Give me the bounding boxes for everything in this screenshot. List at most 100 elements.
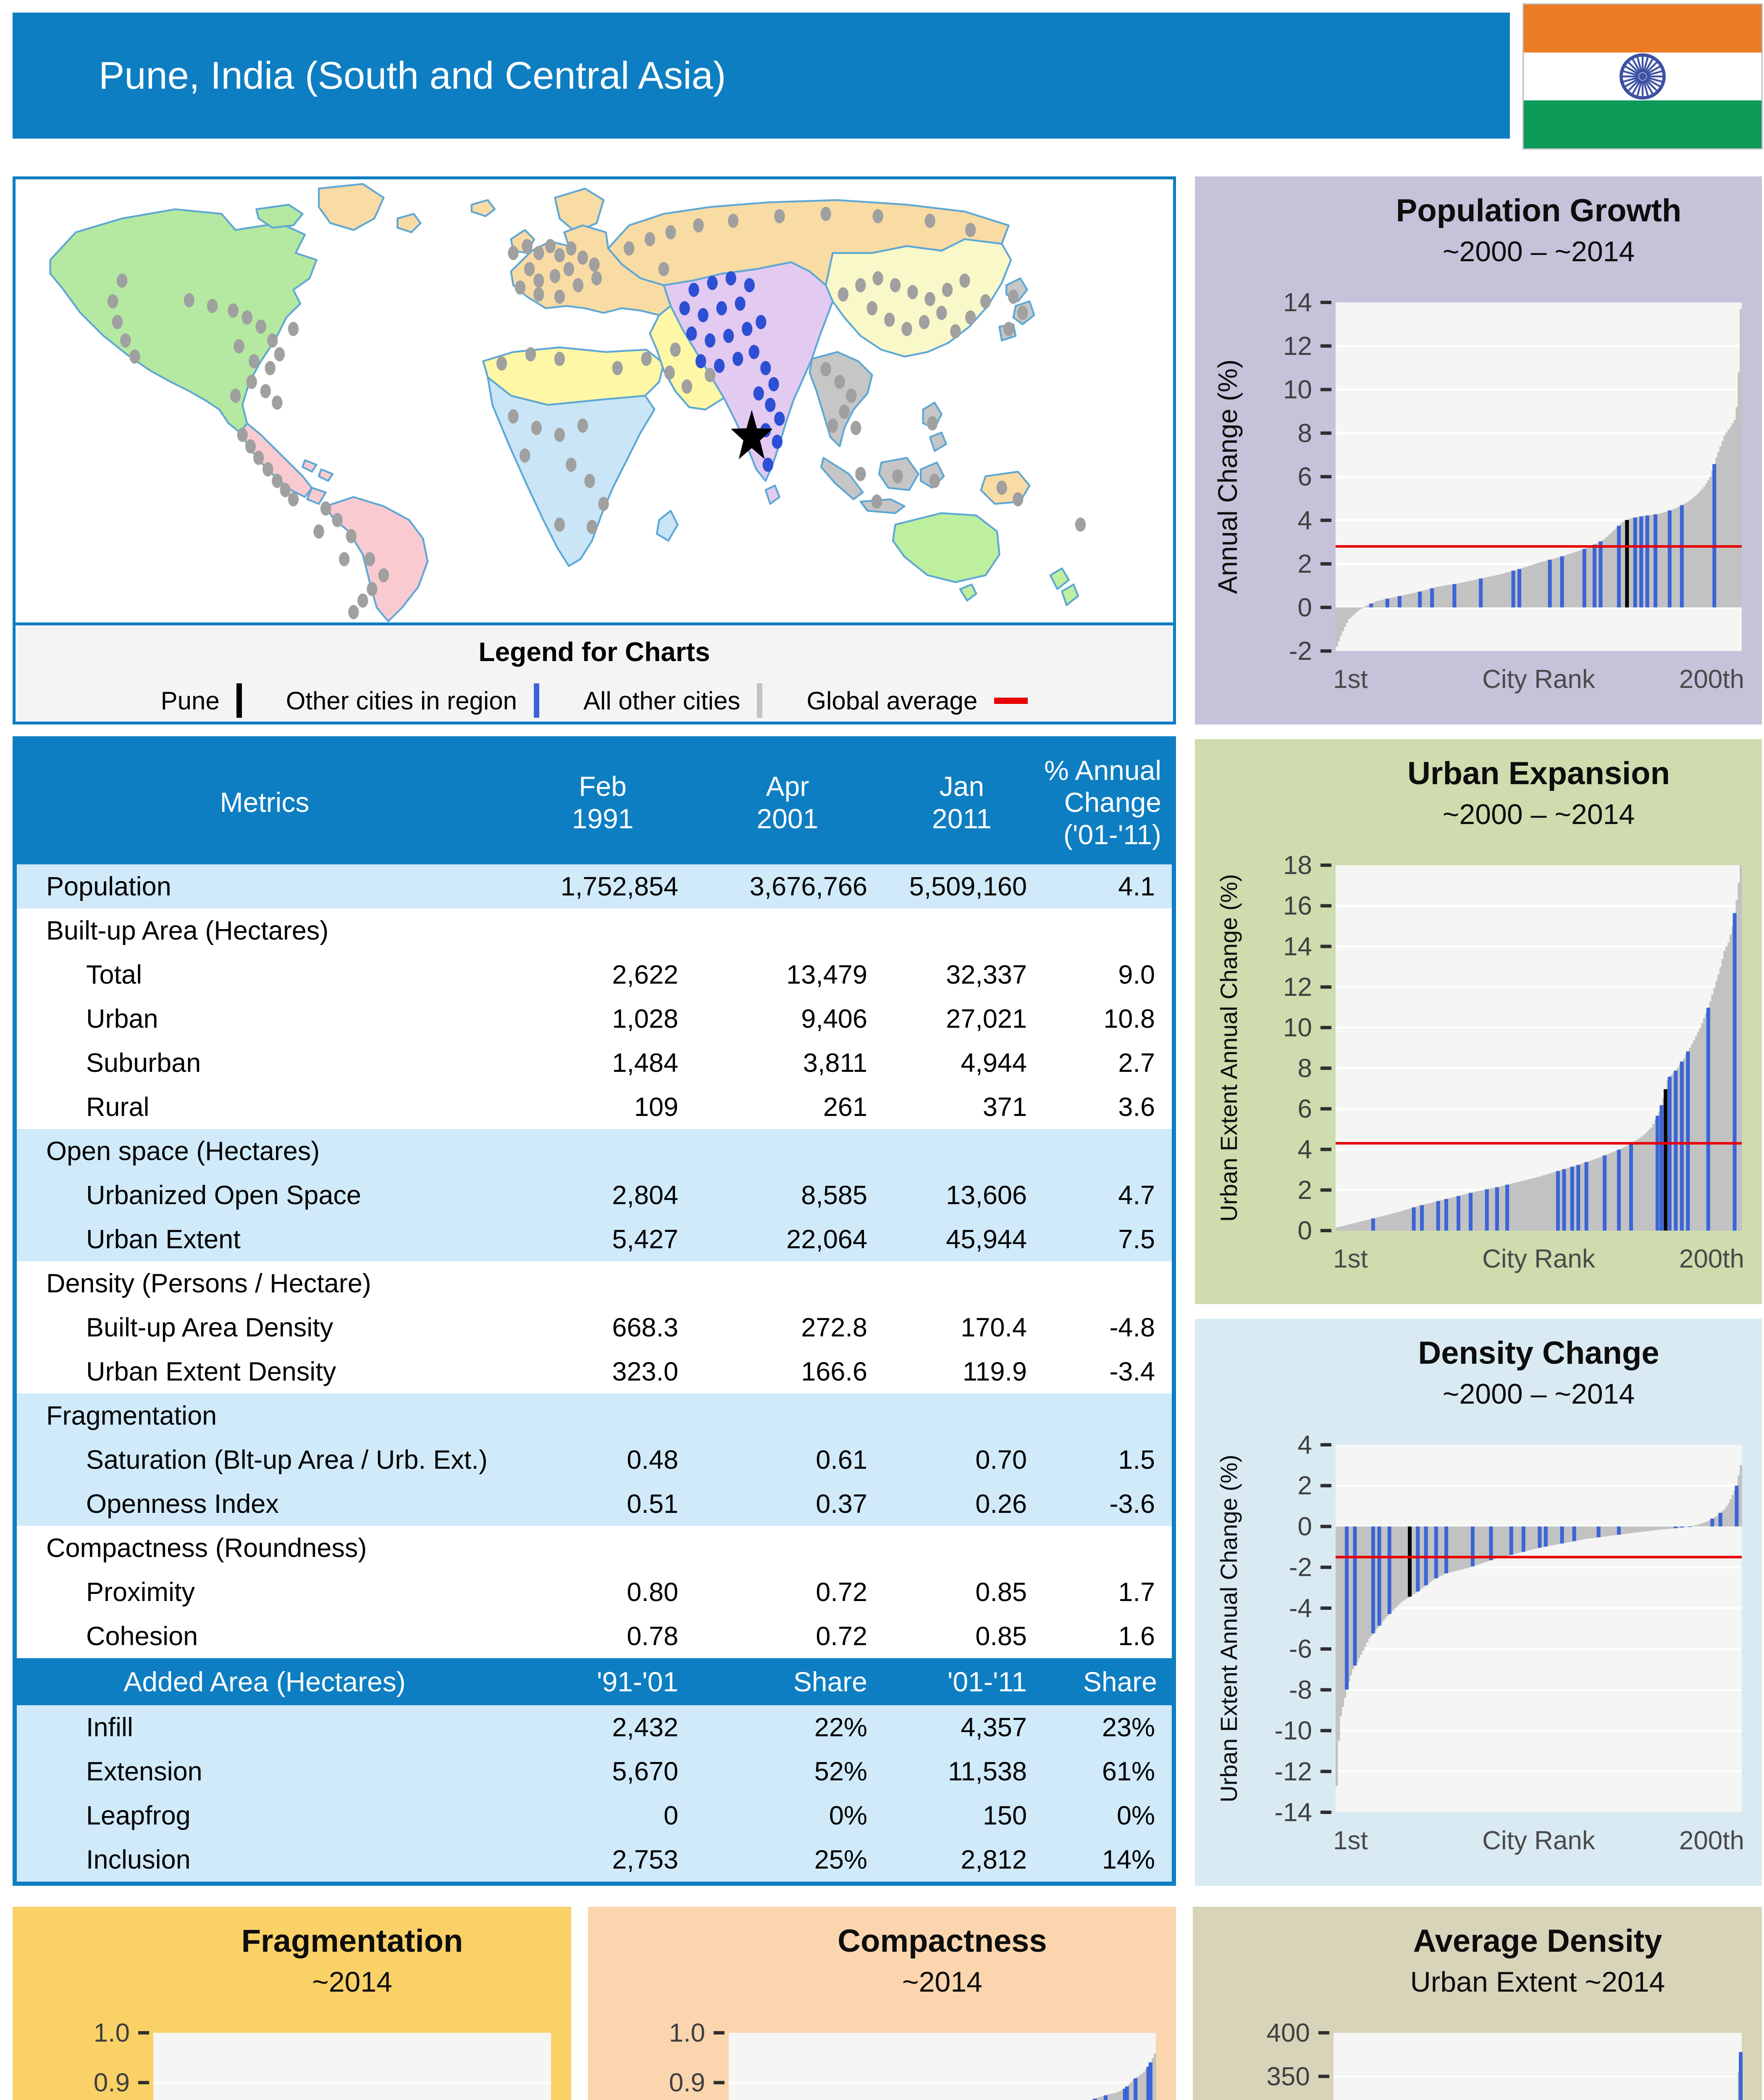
svg-text:4: 4 [1298,1135,1312,1164]
row-value: 10.8 [1103,1004,1155,1034]
svg-text:-4: -4 [1289,1594,1312,1623]
header-bar: Pune, India (South and Central Asia) [13,13,1510,139]
row-value: 0% [1116,1801,1155,1830]
row-label: Suburban [86,1048,201,1078]
row-value: 8,585 [801,1180,867,1210]
chart-population-growth: Population Growth ~2000 – ~2014 -2 0 2 4 6 8 1… [1195,176,1762,724]
chart-plot-svg: -2 0 2 4 6 8 10 12 14 Annual Change (%) 1st City Ra… [1213,288,1744,694]
x-label-city-rank: City Rank [1482,1826,1596,1855]
row-value: 27,021 [946,1004,1027,1034]
chart-plot-svg: 050100150200250300350400Persons / Hectar… [1210,2019,1743,2100]
header-line: ('01-'11) [1063,819,1161,850]
svg-text:2: 2 [1298,1176,1312,1205]
row-value: 0.61 [816,1445,867,1475]
table-row: Built-up Area Density 668.3 272.8 170.4 -4.8 [17,1305,1172,1349]
y-axis-ticks: -2 0 2 4 6 8 10 12 14 [1283,288,1331,666]
row-value: 3,811 [803,1048,867,1078]
added-area-header: Added Area (Hectares) '91-'01 Share '01-'11… [17,1658,1172,1705]
header-metrics: Metrics [220,787,310,818]
city-dots-other [107,207,1086,620]
row-label: Cohesion [86,1621,198,1651]
chart-plot-svg: -14 -12 -10 -8 -6 -4 -2 0 2 4 Urban Extent Annual … [1215,1431,1744,1855]
legend-item-region-bar: Other cities in region [286,683,539,718]
y-axis-ticks: 0 2 4 6 8 10 12 14 16 18 [1283,851,1331,1245]
row-value: 0.85 [975,1621,1027,1651]
map-legend-panel: Legend for Charts Pune Other cities in re… [13,176,1176,724]
header-line: 1991 [572,803,634,834]
legend-label: Global average [806,686,978,715]
row-value: 22,064 [786,1224,867,1254]
pune-bar [1407,1526,1412,1597]
chart-legend: Legend for Charts Pune Other cities in re… [16,625,1173,722]
chart-subtitle: ~2014 [312,1966,392,1998]
row-label: Density (Persons / Hectare) [46,1268,371,1298]
y-axis-ticks: 0.30.40.50.60.70.80.91.0 [94,2019,149,2097]
chart-title: Density Change [1418,1335,1659,1371]
row-value: 0.78 [627,1621,678,1651]
x-label-200th: 200th [1679,665,1744,694]
svg-text:6: 6 [1298,1095,1312,1124]
added-area-row: Leapfrog 0 0% 150 0% [17,1793,1172,1838]
world-map-svg [16,179,1173,622]
svg-text:4: 4 [1298,1431,1312,1460]
row-label: Extension [86,1756,202,1786]
added-area-row: Extension 5,670 52% 11,538 61% [17,1749,1172,1793]
chart-urban-expansion: Urban Expansion ~2000 – ~2014 0 2 4 6 8 10 12 1… [1195,739,1762,1304]
svg-text:400: 400 [1267,2019,1310,2048]
row-value: 1.7 [1118,1577,1155,1607]
row-value: 25% [814,1845,867,1874]
table-row: Proximity 0.80 0.72 0.85 1.7 [17,1570,1172,1614]
chart-title: Population Growth [1396,193,1682,228]
added-area-row: Infill 2,432 22% 4,357 23% [17,1705,1172,1749]
svg-text:8: 8 [1298,419,1312,448]
gridlines [153,2082,551,2084]
x-axis-labels: 1st City Rank 200th [1333,1244,1744,1273]
row-value: 9,406 [801,1004,867,1034]
chart-subtitle: Urban Extent ~2014 [1410,1966,1665,1998]
table-row: Urban Extent Density 323.0 166.6 119.9 -3.4 [17,1349,1172,1394]
row-label: Total [86,960,142,990]
legend-title: Legend for Charts [478,637,710,667]
row-value: 2,753 [612,1845,678,1874]
pune-bar [1625,520,1629,608]
row-value: 0.70 [975,1445,1027,1475]
row-value: 3.6 [1118,1092,1155,1122]
page-title: Pune, India (South and Central Asia) [99,54,726,97]
india-flag [1522,3,1763,150]
row-value: 0.85 [975,1577,1027,1607]
svg-text:14: 14 [1283,288,1312,317]
legend-item-pune-bar: Pune [161,683,242,718]
table-section-row: Open space (Hectares) [17,1129,1172,1173]
chart-subtitle: ~2000 – ~2014 [1442,236,1635,268]
svg-text:-2: -2 [1289,637,1312,666]
x-label-first: 1st [1333,1244,1368,1273]
row-label: Urban [86,1004,158,1034]
gridlines [729,2082,1156,2084]
row-value: 2,812 [961,1845,1027,1874]
row-value: 109 [634,1092,678,1122]
row-value: 13,606 [946,1180,1027,1210]
svg-text:10: 10 [1283,375,1312,404]
x-label-200th: 200th [1679,1826,1744,1855]
row-value: 52% [814,1756,867,1786]
region-city-bars [1093,2062,1152,2100]
chart-title: Average Density [1413,1923,1662,1959]
row-value: 0.26 [975,1489,1027,1519]
chart-subtitle: ~2000 – ~2014 [1442,798,1635,830]
table-row: Urbanized Open Space 2,804 8,585 13,606 4.7 [17,1173,1172,1217]
y-axis-ticks: 050100150200250300350400 [1267,2019,1329,2091]
row-value: 1,752,854 [560,872,678,901]
row-label: Urban Extent Density [86,1357,336,1386]
ashoka-chakra-icon [1619,53,1666,100]
row-label: Openness Index [86,1489,279,1519]
svg-text:2: 2 [1298,1471,1312,1500]
chart-title: Compactness [837,1923,1047,1959]
chart-density-change: Density Change ~2000 – ~2014 -14 -12 -10 -8… [1195,1319,1762,1886]
svg-text:14: 14 [1283,932,1312,961]
svg-text:10: 10 [1283,1013,1312,1042]
row-value: 0% [829,1801,867,1830]
flag-green-stripe [1524,100,1761,149]
svg-text:0: 0 [1298,1512,1312,1541]
row-value: 7.5 [1118,1224,1155,1254]
chart-plot-svg: 0.30.40.50.60.70.80.91.0Saturation1stCit… [94,2019,551,2100]
